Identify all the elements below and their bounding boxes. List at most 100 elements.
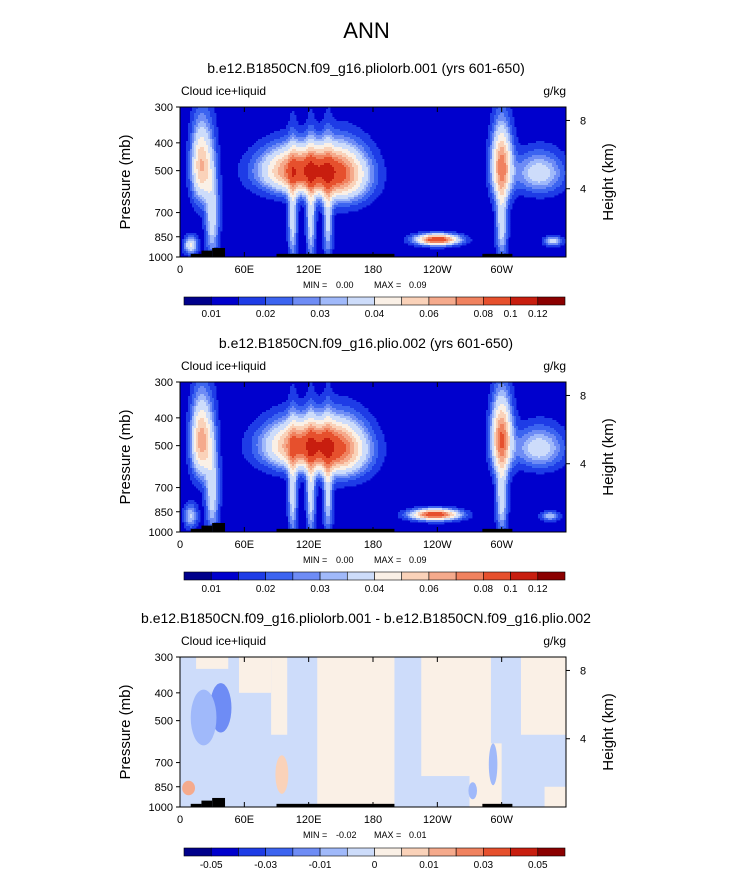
contour-cell	[190, 145, 193, 148]
contour-cell	[380, 167, 383, 170]
contour-cell	[550, 177, 553, 180]
contour-cell	[270, 163, 273, 166]
contour-cell	[298, 125, 301, 128]
contour-cell	[502, 129, 505, 132]
contour-cell	[486, 179, 489, 182]
contour-cell	[366, 175, 369, 178]
contour-cell	[536, 165, 539, 168]
contour-cell	[488, 175, 491, 178]
contour-cell	[502, 197, 505, 200]
contour-cell	[214, 165, 217, 168]
contour-cell	[322, 207, 325, 210]
contour-cell	[246, 171, 249, 174]
contour-cell	[334, 137, 337, 140]
contour-cell	[382, 161, 385, 164]
contour-cell	[198, 145, 201, 148]
contour-cell	[256, 179, 259, 182]
contour-cell	[486, 181, 489, 184]
contour-cell	[500, 155, 503, 158]
contour-cell	[342, 157, 345, 160]
contour-cell	[334, 177, 337, 180]
contour-cell	[328, 129, 331, 132]
contour-cell	[258, 183, 261, 186]
contour-cell	[300, 149, 303, 152]
contour-cell	[328, 193, 331, 196]
contour-cell	[304, 191, 307, 194]
contour-cell	[250, 153, 253, 156]
contour-cell	[526, 193, 529, 196]
contour-cell	[350, 127, 353, 130]
contour-cell	[306, 207, 309, 210]
contour-cell	[368, 149, 371, 152]
contour-cell	[488, 161, 491, 164]
contour-cell	[308, 145, 311, 148]
contour-cell	[306, 195, 309, 198]
contour-cell	[322, 119, 325, 122]
contour-cell	[500, 161, 503, 164]
contour-cell	[326, 199, 329, 202]
contour-cell	[306, 127, 309, 130]
contour-cell	[280, 171, 283, 174]
contour-cell	[282, 177, 285, 180]
contour-cell	[358, 133, 361, 136]
contour-cell	[362, 205, 365, 208]
contour-cell	[292, 195, 295, 198]
contour-cell	[208, 193, 211, 196]
contour-cell	[264, 193, 267, 196]
contour-cell	[278, 165, 281, 168]
contour-cell	[320, 171, 323, 174]
contour-cell	[204, 113, 207, 116]
contour-cell	[544, 173, 547, 176]
contour-cell	[370, 157, 373, 160]
contour-cell	[534, 159, 537, 162]
plot-area	[180, 107, 566, 257]
contour-cell	[498, 199, 501, 202]
contour-cell	[296, 161, 299, 164]
contour-cell	[198, 111, 201, 114]
contour-cell	[288, 183, 291, 186]
contour-cell	[344, 163, 347, 166]
contour-cell	[210, 125, 213, 128]
contour-cell	[490, 169, 493, 172]
contour-cell	[264, 157, 267, 160]
contour-cell	[288, 171, 291, 174]
contour-cell	[214, 145, 217, 148]
contour-cell	[322, 177, 325, 180]
contour-cell	[502, 203, 505, 206]
contour-cell	[536, 161, 539, 164]
contour-cell	[216, 191, 219, 194]
contour-cell	[218, 165, 221, 168]
contour-cell	[268, 159, 271, 162]
contour-cell	[248, 167, 251, 170]
contour-cell	[198, 201, 201, 204]
contour-cell	[200, 193, 203, 196]
contour-cell	[370, 179, 373, 182]
contour-cell	[358, 159, 361, 162]
contour-cell	[294, 141, 297, 144]
contour-cell	[196, 109, 199, 112]
contour-cell	[308, 131, 311, 134]
contour-cell	[202, 187, 205, 190]
contour-cell	[530, 155, 533, 158]
contour-cell	[272, 195, 275, 198]
contour-cell	[488, 183, 491, 186]
contour-cell	[490, 131, 493, 134]
contour-cell	[262, 179, 265, 182]
contour-cell	[190, 175, 193, 178]
contour-cell	[326, 119, 329, 122]
contour-cell	[358, 153, 361, 156]
contour-cell	[354, 201, 357, 204]
contour-cell	[332, 171, 335, 174]
contour-cell	[266, 177, 269, 180]
contour-cell	[304, 167, 307, 170]
contour-cell	[514, 137, 517, 140]
contour-cell	[374, 167, 377, 170]
contour-cell	[354, 193, 357, 196]
contour-cell	[332, 173, 335, 176]
contour-cell	[216, 183, 219, 186]
contour-cell	[304, 185, 307, 188]
contour-cell	[212, 121, 215, 124]
contour-cell	[322, 211, 325, 214]
contour-cell	[286, 183, 289, 186]
contour-cell	[294, 179, 297, 182]
